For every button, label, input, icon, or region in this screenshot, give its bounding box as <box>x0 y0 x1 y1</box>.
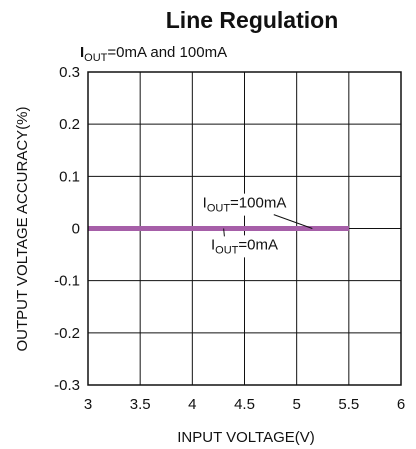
y-tick-label: 0.2 <box>59 116 80 133</box>
x-axis-label: INPUT VOLTAGE(V) <box>177 429 315 446</box>
annotation-label: IOUT=100mA <box>203 195 287 215</box>
x-tick-label: 3.5 <box>130 396 151 413</box>
annotation-0: IOUT=100mA <box>198 193 313 229</box>
chart-title: Line Regulation <box>166 7 339 33</box>
y-tick-label: 0.3 <box>59 64 80 81</box>
y-tick-label: 0.1 <box>59 168 80 185</box>
x-tick-labels: 3 3.5 4 4.5 5 5.5 6 <box>84 396 405 413</box>
y-tick-label: -0.1 <box>54 273 80 290</box>
x-tick-label: 5 <box>292 396 300 413</box>
annotation-subscript: OUT <box>215 244 239 256</box>
x-tick-label: 5.5 <box>338 396 359 413</box>
x-tick-label: 3 <box>84 396 92 413</box>
x-tick-label: 4.5 <box>234 396 255 413</box>
subtitle-prefix: I <box>80 44 84 61</box>
y-tick-labels: 0.3 0.2 0.1 0 -0.1 -0.2 -0.3 <box>54 64 80 394</box>
annotation-leader-line <box>223 228 225 237</box>
annotation-leader-line <box>273 214 313 229</box>
annotation-1: IOUT=0mA <box>206 228 283 258</box>
plot-frame <box>87 71 402 386</box>
subtitle-suffix: =0mA and 100mA <box>107 44 227 61</box>
x-tick-label: 4 <box>188 396 196 413</box>
annotation-suffix: =100mA <box>230 195 286 212</box>
annotation-prefix: I <box>211 236 215 253</box>
y-axis-label: OUTPUT VOLTAGE ACCURACY(%) <box>14 106 31 351</box>
annotation-subscript: OUT <box>207 203 231 215</box>
annotation-bg <box>198 193 291 216</box>
y-tick-label: -0.3 <box>54 377 80 394</box>
chart-subtitle: IOUT=0mA and 100mA <box>80 44 227 64</box>
subtitle-subscript: OUT <box>84 52 108 64</box>
annotation-label: IOUT=0mA <box>211 236 278 256</box>
grid <box>88 72 401 385</box>
y-tick-label: 0 <box>72 221 80 238</box>
y-tick-label: -0.2 <box>54 325 80 342</box>
annotation-bg <box>206 235 283 258</box>
x-tick-label: 6 <box>397 396 405 413</box>
annotation-suffix: =0mA <box>238 236 278 253</box>
annotation-prefix: I <box>203 195 207 212</box>
